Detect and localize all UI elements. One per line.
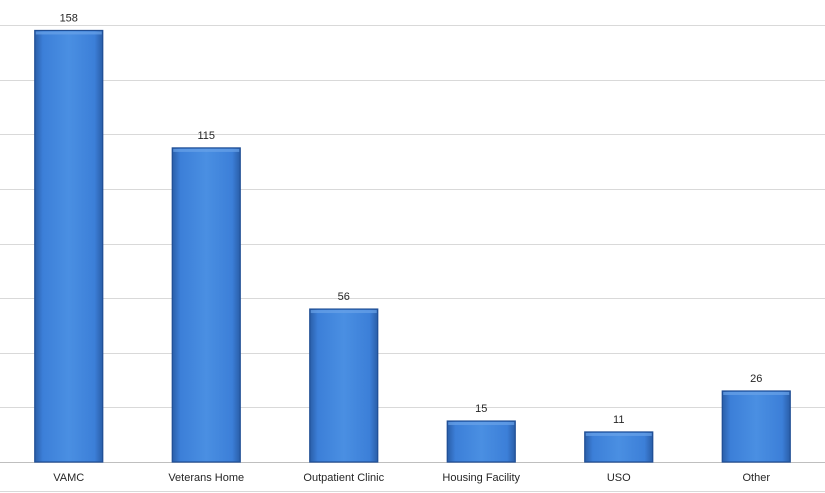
- bar-outpatient-clinic: [309, 308, 379, 463]
- bar: [171, 147, 241, 463]
- bar-bevel: [310, 310, 377, 314]
- bar-bevel: [585, 432, 652, 436]
- bar: [34, 29, 104, 463]
- data-label: 158: [60, 12, 78, 24]
- bar-uso: [584, 431, 654, 463]
- category-labels: VAMC Veterans Home Outpatient Clinic Housin…: [53, 472, 770, 484]
- category-label: Outpatient Clinic: [303, 472, 384, 484]
- bar-vamc: [34, 29, 104, 463]
- data-label: 56: [338, 291, 350, 303]
- bar: [309, 308, 379, 463]
- category-label: Other: [742, 472, 770, 484]
- bar: [721, 390, 791, 463]
- bar: [446, 420, 516, 463]
- bar-housing-facility: [446, 420, 516, 463]
- gridlines: [0, 25, 825, 492]
- bar-other: [721, 390, 791, 463]
- bar-bevel: [723, 391, 790, 395]
- bar-veterans-home: [171, 147, 241, 463]
- category-label: Housing Facility: [442, 472, 520, 484]
- bar-bevel: [35, 31, 102, 35]
- bar-bevel: [173, 148, 240, 152]
- category-label: USO: [607, 472, 631, 484]
- category-label: VAMC: [53, 472, 84, 484]
- data-label: 26: [750, 373, 762, 385]
- category-label: Veterans Home: [168, 472, 244, 484]
- bars: [34, 29, 791, 463]
- bar-bevel: [448, 422, 515, 426]
- data-label: 15: [475, 403, 487, 415]
- data-label: 11: [613, 414, 624, 426]
- data-labels: 158 115 56 15 11 26: [60, 12, 763, 425]
- data-label: 115: [197, 130, 215, 142]
- bar: [584, 431, 654, 463]
